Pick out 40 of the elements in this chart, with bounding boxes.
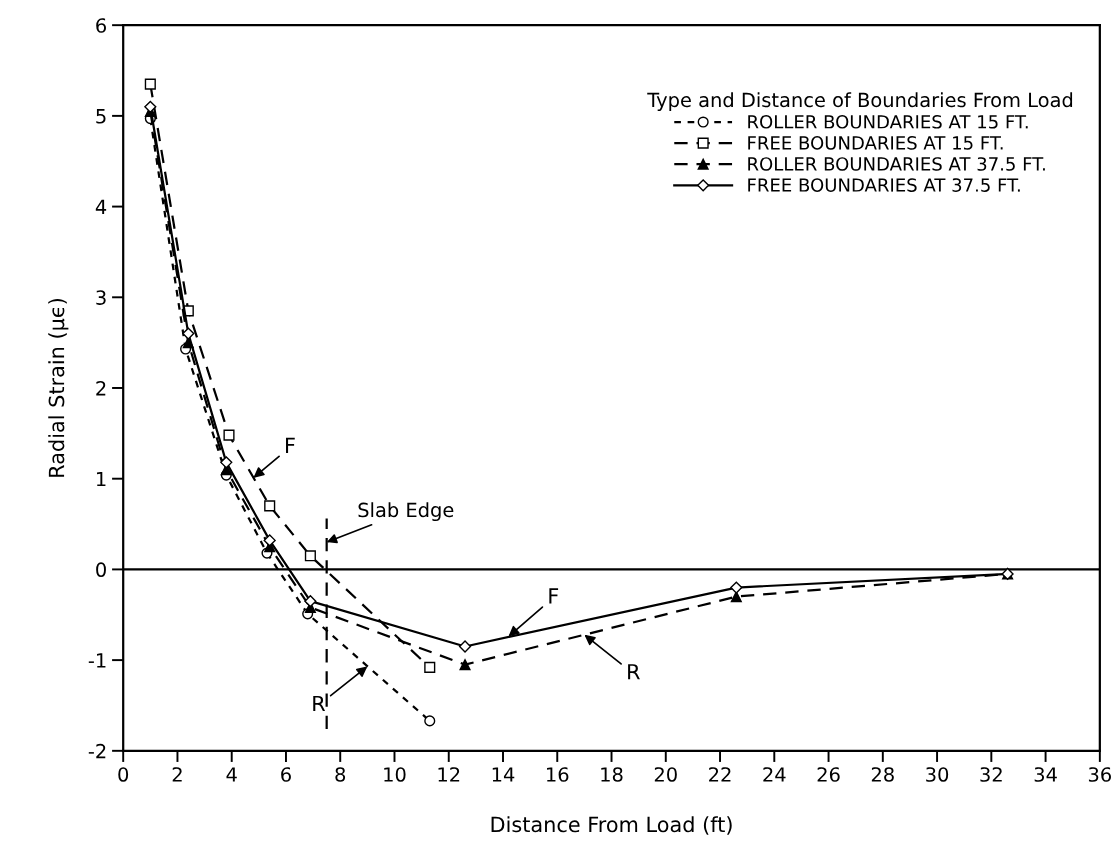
annotation: R [628,664,640,680]
x-tick-label: 30 [926,767,949,782]
legend-label: ROLLER BOUNDARIES AT 37.5 FT. [748,157,1045,171]
x-axis-title: Distance From Load (ft) [491,816,732,835]
x-tick-label: 0 [118,767,129,782]
y-tick-label: -2 [88,743,106,759]
x-tick-label: 4 [226,767,237,782]
legend-label: FREE BOUNDARIES AT 37.5 FT. [748,178,1020,192]
y-tick-label: 4 [95,199,107,214]
x-tick-label: 18 [601,767,623,782]
y-tick-label: 3 [96,290,106,305]
x-tick-label: 28 [871,767,894,782]
legend-label: ROLLER BOUNDARIES AT 15 FT. [748,114,1028,129]
x-tick-label: 6 [281,767,291,782]
y-tick-label: -1 [88,653,106,668]
annotation: F [549,588,559,604]
x-tick-label: 22 [709,767,731,782]
x-tick-label: 8 [335,767,346,782]
x-tick-label: 14 [492,767,515,782]
ref-line-label: Slab Edge [358,502,454,522]
x-tick-label: 24 [763,767,786,782]
y-tick-label: 2 [96,380,106,396]
x-tick-label: 32 [980,767,1002,782]
x-tick-label: 12 [438,767,460,782]
y-tick-label: 0 [96,562,106,578]
legend-title: Type and Distance of Boundaries From Load [647,92,1073,112]
annotation: F [286,437,295,453]
y-axis-title: Radial Strain (μϵ) [48,298,69,477]
x-tick-label: 20 [654,767,677,782]
y-tick-label: 6 [96,18,106,33]
y-tick-label: 1 [96,471,106,487]
x-tick-label: 34 [1034,767,1057,782]
x-tick-label: 26 [817,767,840,782]
y-tick-label: 5 [96,109,106,124]
x-tick-label: 16 [547,767,569,782]
x-tick-label: 10 [384,767,406,782]
x-tick-label: 36 [1088,767,1111,782]
annotation: R [313,695,326,712]
x-tick-label: 2 [172,767,182,782]
legend-label: FREE BOUNDARIES AT 15 FT. [748,136,1003,150]
